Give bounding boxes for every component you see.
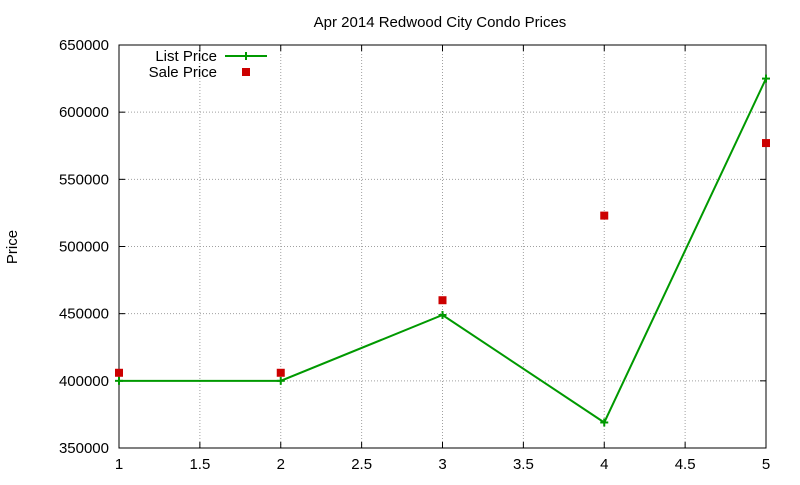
y-tick-label: 400000 — [59, 373, 109, 390]
legend-label: Sale Price — [149, 64, 217, 81]
x-tick-label: 2.5 — [351, 456, 372, 473]
legend-marker — [242, 68, 250, 76]
data-point — [762, 74, 770, 83]
series-line — [119, 78, 767, 424]
y-tick-label: 650000 — [59, 37, 109, 54]
chart-title: Apr 2014 Redwood City Condo Prices — [314, 14, 567, 31]
data-point — [600, 418, 609, 427]
series-sale-price — [115, 139, 770, 377]
series — [115, 74, 770, 427]
data-point — [438, 296, 447, 305]
x-tick-label: 2 — [277, 456, 285, 473]
data-point — [276, 368, 285, 377]
legend-item: Sale Price — [149, 64, 250, 81]
y-tick-label: 600000 — [59, 104, 109, 121]
legend-item: List Price — [155, 48, 267, 65]
x-tick-label: 1.5 — [189, 456, 210, 473]
y-tick-label: 500000 — [59, 239, 109, 256]
x-tick-label: 3.5 — [513, 456, 534, 473]
legend-label: List Price — [155, 48, 217, 65]
data-point — [115, 376, 123, 385]
data-point — [276, 376, 285, 385]
data-point — [438, 311, 447, 320]
y-axis-label: Price — [4, 230, 21, 264]
grid — [119, 45, 766, 448]
x-tick-label: 5 — [762, 456, 770, 473]
series-list-price — [115, 74, 770, 427]
x-tick-label: 4 — [600, 456, 608, 473]
legend-marker — [242, 52, 250, 60]
y-tick-label: 550000 — [59, 171, 109, 188]
axes: 1 1.5 2 2.5 3 3.5 4 4.5 5 350000 400000 450000 50000… — [59, 37, 770, 473]
x-tick-label: 1 — [115, 456, 123, 473]
x-tick-label: 3 — [438, 456, 446, 473]
data-point — [762, 139, 770, 148]
data-point — [600, 211, 609, 220]
data-point — [115, 368, 123, 377]
x-tick-label: 4.5 — [675, 456, 696, 473]
y-tick-label: 450000 — [59, 306, 109, 323]
y-tick-label: 350000 — [59, 440, 109, 457]
